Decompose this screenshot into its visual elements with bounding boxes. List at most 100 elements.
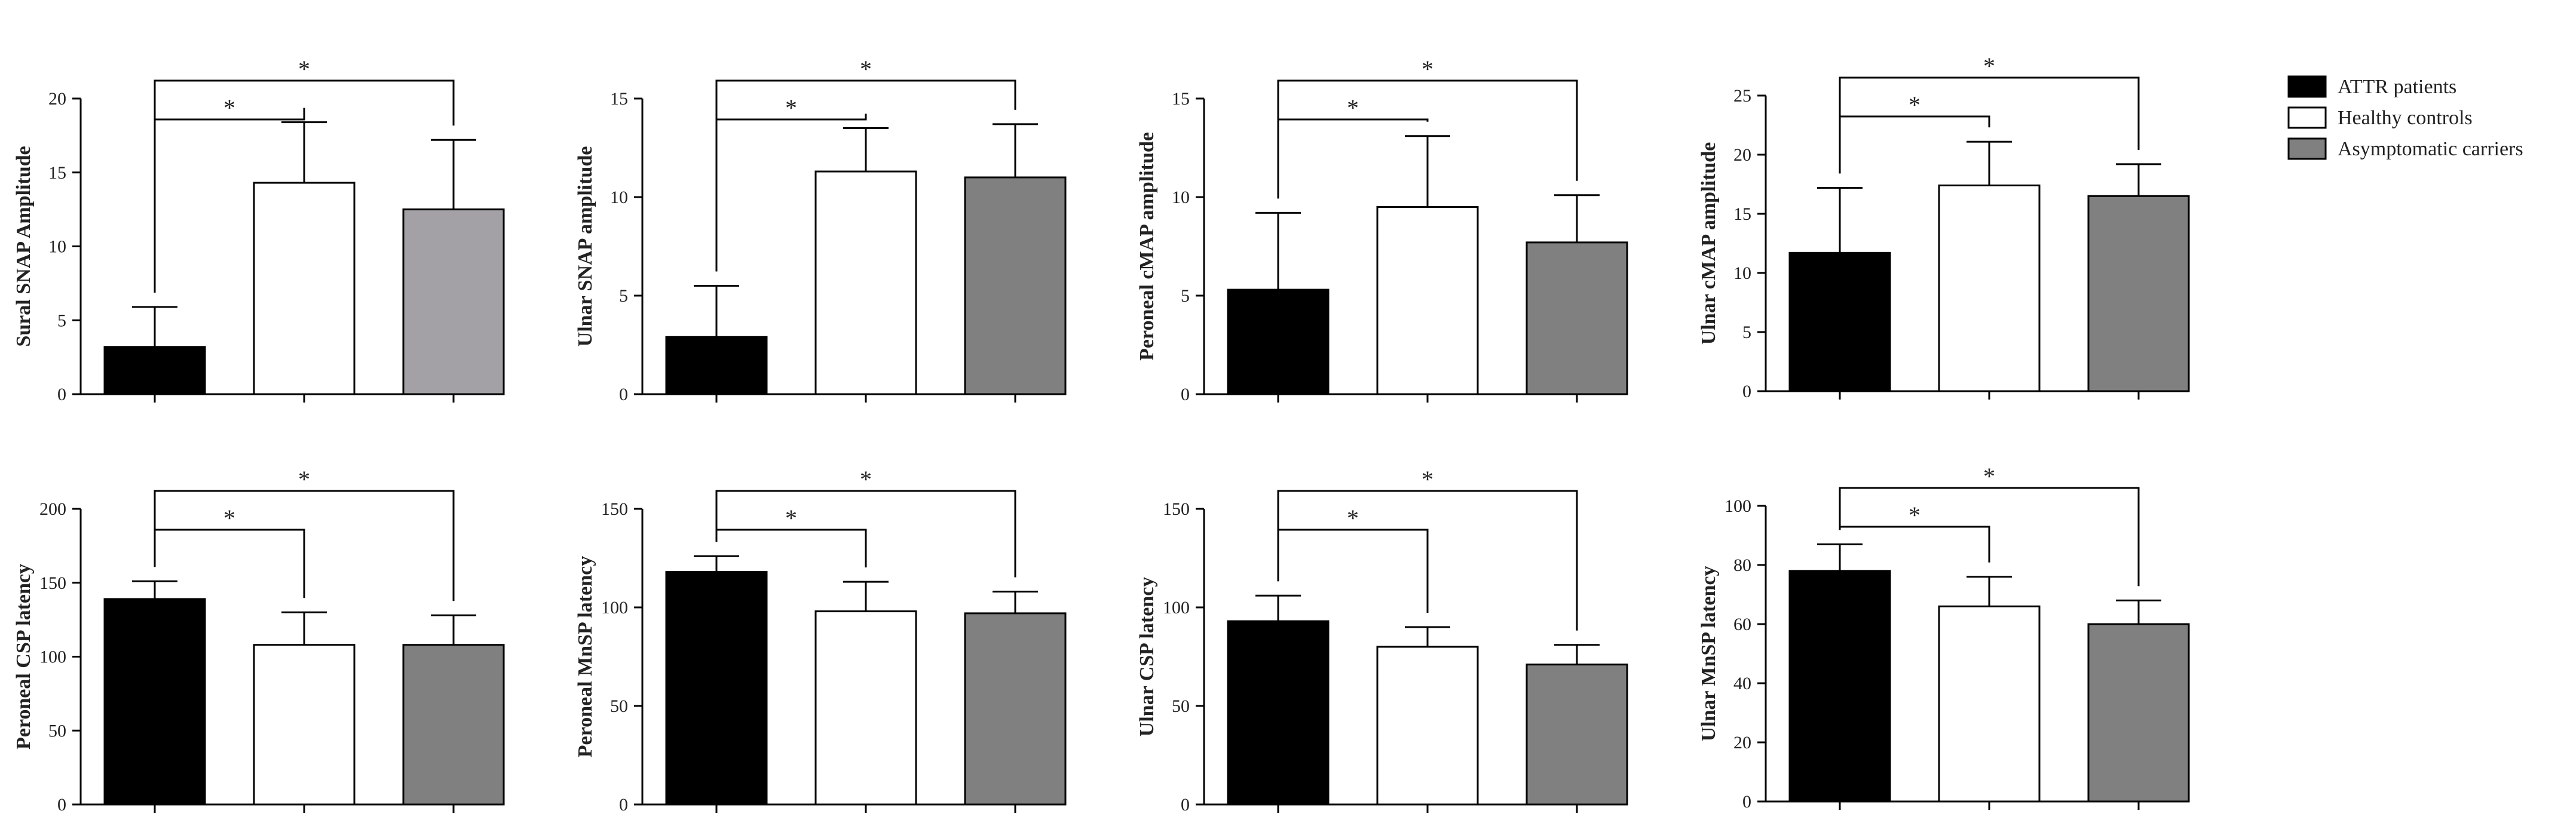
bar (1227, 620, 1330, 806)
bar (1376, 206, 1479, 395)
significance-bracket (1277, 529, 1429, 613)
bar (1788, 251, 1891, 392)
y-tick-label: 100 (39, 647, 66, 667)
significance-star: * (1909, 502, 1920, 529)
legend-swatch (2287, 75, 2327, 98)
chart-panel: 0 50 100 150 Ulnar CSP latency * * (1136, 466, 1628, 815)
bar (253, 644, 356, 806)
y-tick-label: 0 (57, 795, 66, 815)
y-tick-label: 20 (1733, 733, 1751, 753)
significance-bracket (154, 529, 305, 598)
y-tick-label: 50 (610, 696, 628, 716)
bar (1938, 605, 2041, 803)
bar (402, 208, 505, 395)
significance-star: * (860, 466, 872, 493)
significance-bracket (1277, 490, 1578, 631)
chart-panel: 0 5 10 15 20 Sural SNAP Amplitude * * (13, 56, 505, 404)
y-axis-title: Ulnar SNAP amplitude (574, 146, 596, 347)
y-tick-label: 15 (610, 89, 628, 109)
legend-label: Asymptomatic carriers (2338, 138, 2523, 160)
significance-bracket (715, 79, 1016, 272)
chart-panel: 0 50 100 150 Peroneal MnSP latency * * (574, 466, 1067, 815)
bar (964, 612, 1067, 806)
significance-star: * (1422, 56, 1434, 82)
significance-bracket (715, 529, 867, 568)
y-tick-label: 0 (57, 385, 66, 404)
bar (402, 644, 505, 806)
significance-star: * (223, 505, 235, 532)
significance-star: * (1347, 94, 1359, 121)
y-axis-title: Peroneal MnSP latency (574, 556, 596, 757)
y-tick-label: 10 (48, 237, 66, 257)
y-tick-label: 0 (1742, 792, 1751, 812)
significance-star: * (1422, 466, 1434, 493)
significance-bracket (154, 79, 455, 293)
charts-layer: 0 5 10 15 20 Sural SNAP Amplitude * * 0 5 10 15 Ulna… (13, 53, 2190, 815)
y-tick-label: 0 (619, 385, 628, 404)
y-tick-label: 20 (48, 89, 66, 109)
bar (1526, 664, 1628, 806)
y-tick-label: 5 (1742, 323, 1751, 342)
significance-bracket (1839, 76, 2140, 174)
y-tick-label: 100 (601, 598, 628, 618)
y-tick-label: 200 (39, 499, 66, 519)
chart-panel: 0 50 100 150 200 Peroneal CSP latency * * (13, 466, 505, 815)
y-tick-label: 5 (1181, 286, 1190, 306)
y-tick-label: 0 (619, 795, 628, 815)
legend-swatch (2287, 106, 2327, 129)
bar (103, 346, 206, 395)
bar (1526, 241, 1628, 395)
y-tick-label: 0 (1181, 795, 1190, 815)
y-tick-label: 10 (1733, 263, 1751, 283)
y-tick-label: 25 (1733, 86, 1751, 106)
y-tick-label: 15 (1733, 204, 1751, 224)
y-tick-label: 0 (1181, 385, 1190, 404)
legend-item: Healthy controls (2287, 106, 2473, 129)
chart-panel: 0 5 10 15 20 25 Ulnar cMAP amplitude * * (1698, 53, 2190, 401)
y-tick-label: 15 (48, 163, 66, 183)
significance-star: * (785, 94, 797, 121)
y-tick-label: 15 (1172, 89, 1190, 109)
chart-panel: 0 5 10 15 Peroneal cMAP amplitude * * (1136, 56, 1628, 404)
bar (665, 571, 768, 806)
y-axis-title: Peroneal CSP latency (13, 564, 35, 750)
significance-bracket (715, 490, 1016, 578)
y-tick-label: 150 (601, 499, 628, 519)
bar (1938, 184, 2041, 392)
y-tick-label: 50 (48, 721, 66, 741)
y-tick-label: 100 (1163, 598, 1190, 618)
y-axis-title: Ulnar cMAP amplitude (1698, 142, 1720, 345)
y-tick-label: 20 (1733, 145, 1751, 165)
significance-star: * (1983, 463, 1995, 490)
y-axis-title: Peroneal cMAP amplitude (1136, 132, 1158, 361)
y-tick-label: 5 (57, 311, 66, 330)
bar (964, 176, 1067, 395)
bar (814, 610, 917, 806)
legend-item: Asymptomatic carriers (2287, 137, 2523, 160)
significance-bracket (1839, 115, 1990, 174)
significance-star: * (298, 466, 310, 493)
bar (665, 336, 768, 395)
significance-star: * (223, 94, 235, 121)
y-axis-title: Ulnar CSP latency (1136, 577, 1158, 737)
y-tick-label: 40 (1733, 674, 1751, 693)
legend-label: ATTR patients (2338, 76, 2456, 98)
significance-star: * (1909, 91, 1920, 118)
significance-star: * (860, 56, 872, 82)
significance-bracket (154, 490, 455, 601)
significance-bracket (1277, 118, 1429, 199)
y-tick-label: 50 (1172, 696, 1190, 716)
chart-panel: 0 5 10 15 Ulnar SNAP amplitude * * (574, 56, 1067, 404)
bar (103, 598, 206, 806)
legend-item: ATTR patients (2287, 75, 2456, 98)
legend-label: Healthy controls (2338, 107, 2473, 129)
significance-star: * (298, 56, 310, 82)
y-tick-label: 0 (1742, 382, 1751, 401)
y-axis-title: Ulnar MnSP latency (1698, 566, 1720, 741)
bar (814, 170, 917, 395)
significance-star: * (1983, 53, 1995, 79)
significance-star: * (785, 505, 797, 532)
significance-bracket (1277, 79, 1578, 199)
legend: ATTR patients Healthy controls Asymptomati… (2287, 75, 2523, 160)
